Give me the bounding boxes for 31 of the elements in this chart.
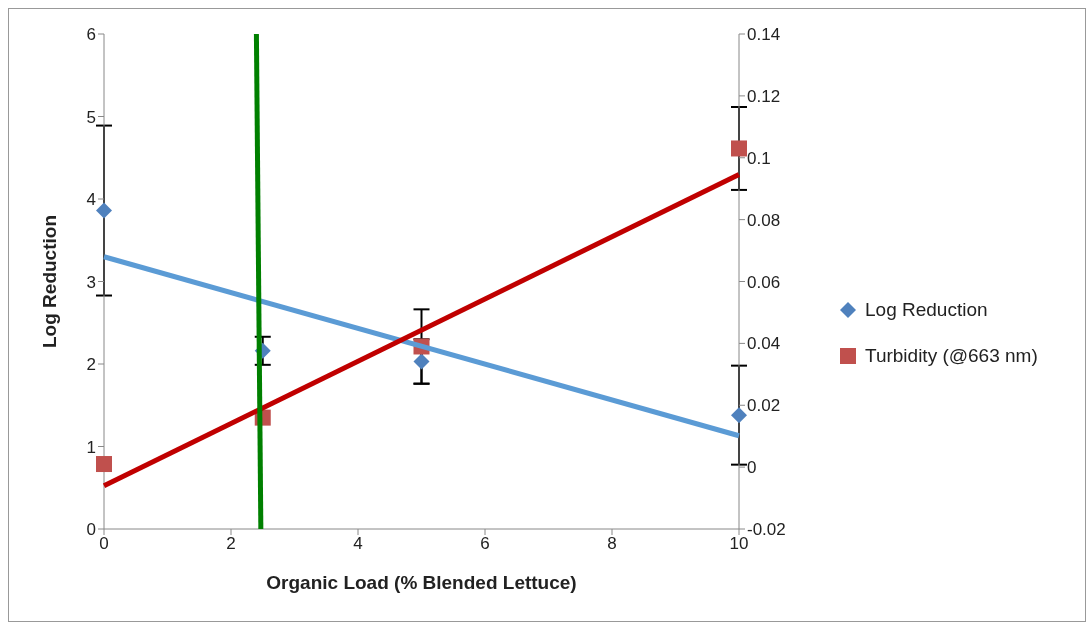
y-tick-label: 6 [86,25,96,45]
x-tick-label: 10 [729,534,749,554]
y-tick-label: 4 [86,190,96,210]
legend-label: Turbidity (@663 nm) [865,345,1038,367]
y2-tick-label: 0.08 [747,210,781,230]
x-axis-title: Organic Load (% Blended Lettuce) [266,572,577,593]
x-tick-label: 6 [480,534,490,554]
y2-tick-label: 0.04 [747,334,781,354]
y2-tick-label: 0.12 [747,86,781,106]
y-tick-label: 1 [86,437,96,457]
y2-tick-label: 0.1 [747,148,771,168]
legend-label: Log Reduction [865,299,988,321]
x-tick-label: 8 [607,534,617,554]
y2-tick-label: 0.02 [747,396,781,416]
x-tick-label: 4 [353,534,363,554]
point [731,140,747,157]
y2-tick-label: -0.02 [747,520,786,540]
point [96,202,112,219]
y2-tick-label: 0.06 [747,272,781,292]
y2-tick-label: 0 [747,458,757,478]
y-tick-label: 0 [86,520,96,540]
point [413,353,430,370]
y2-tick-label: 0.14 [747,25,781,45]
x-tick-label: 0 [99,534,109,554]
y-tick-label: 5 [86,107,96,127]
y-tick-label: 3 [86,272,96,292]
x-tick-label: 2 [226,534,236,554]
y-tick-label: 2 [86,355,96,375]
point [96,456,112,473]
y-axis-title: Log Reduction [38,215,60,348]
point [731,407,747,424]
